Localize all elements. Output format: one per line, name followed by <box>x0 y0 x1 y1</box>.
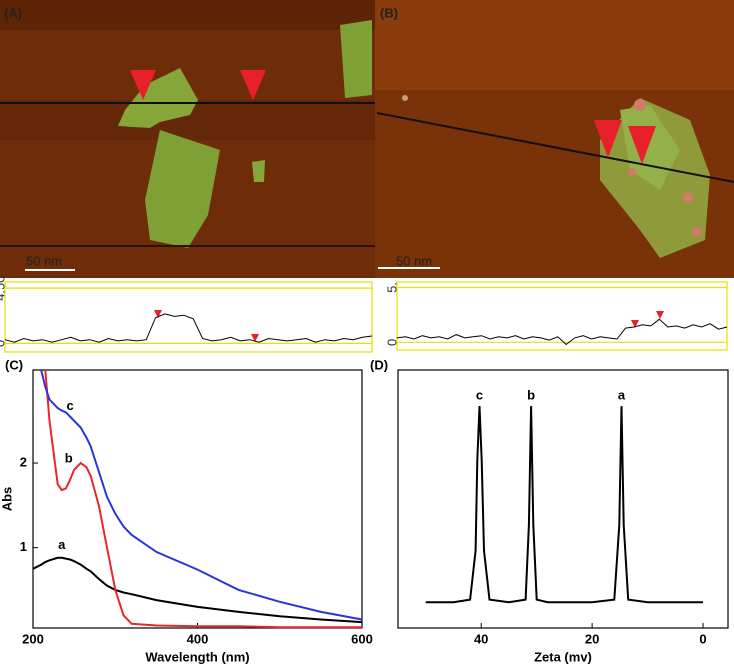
y-tick-label: 2 <box>20 454 27 469</box>
panel-label: (D) <box>370 357 388 372</box>
scale-bar-label: 50 nm <box>26 253 62 268</box>
x-axis-label: Wavelength (nm) <box>145 649 249 664</box>
plot-frame <box>397 369 729 629</box>
x-tick-label: 200 <box>22 631 44 646</box>
series-line <box>4 313 373 343</box>
profile-marker <box>154 310 162 318</box>
x-axis-label: Zeta (mv) <box>534 649 592 664</box>
y-tick-label: 5. <box>384 282 399 293</box>
series-line <box>425 406 703 604</box>
panel-label: (A) <box>4 5 22 20</box>
x-tick-label: 400 <box>187 631 209 646</box>
y-tick-label: 4.50 <box>0 275 7 300</box>
x-tick-label: 600 <box>351 631 373 646</box>
curve-label: b <box>527 388 535 403</box>
panel-label: (C) <box>5 357 23 372</box>
series-line <box>40 369 363 621</box>
scale-bar-label: 50 nm <box>396 253 432 268</box>
profile-marker <box>251 334 259 342</box>
afm-image-a: (A) 50 nm <box>0 0 375 278</box>
curve-label: b <box>65 450 73 465</box>
y-axis-label: Abs <box>0 487 14 512</box>
series-line <box>396 318 728 346</box>
panel-label: (B) <box>380 5 398 20</box>
x-tick-label: 0 <box>699 631 706 646</box>
plot-frame <box>4 281 373 353</box>
profile-marker <box>656 311 664 319</box>
afm-image-b: (B) 50 nm <box>375 0 734 278</box>
y-tick-label: 0 <box>384 339 399 346</box>
curve-label: c <box>476 388 483 403</box>
plot-frame <box>32 369 363 629</box>
series-line <box>32 556 363 624</box>
y-tick-label: 0 <box>0 340 7 347</box>
profile-marker <box>631 320 639 328</box>
curve-label: a <box>58 537 66 552</box>
x-tick-label: 20 <box>585 631 599 646</box>
curve-label: a <box>618 388 626 403</box>
series-line <box>44 369 362 629</box>
curve-label: c <box>67 398 74 413</box>
plot-frame <box>396 281 728 351</box>
x-tick-label: 40 <box>474 631 488 646</box>
y-tick-label: 1 <box>20 539 27 554</box>
